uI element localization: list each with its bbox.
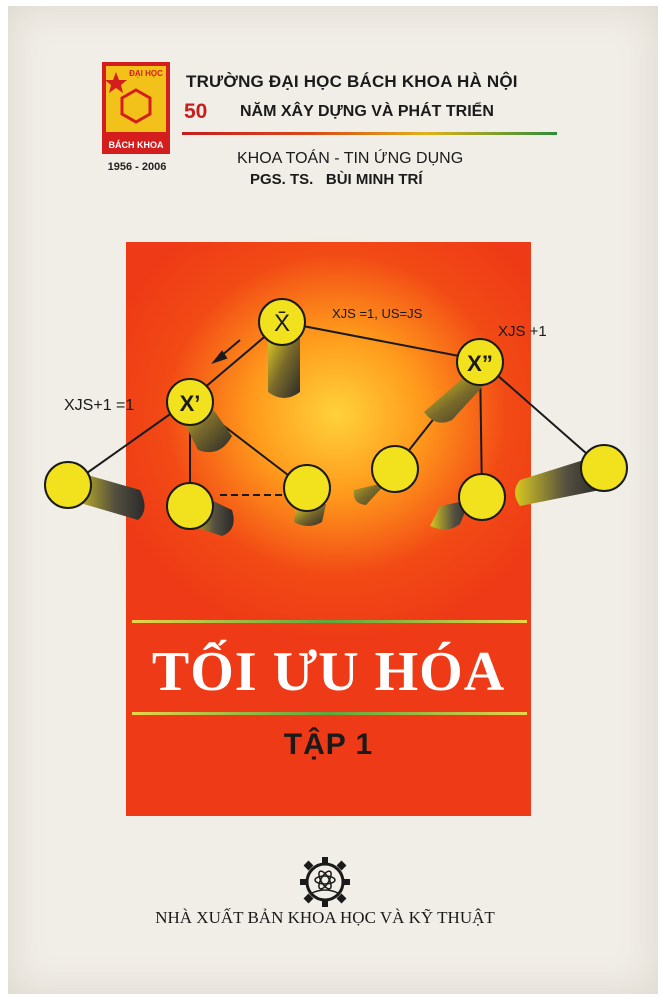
right-node-label: X” — [467, 351, 493, 376]
publisher-gear-icon — [300, 857, 350, 907]
logo-years: 1956 - 2006 — [107, 161, 167, 173]
anniversary-text: NĂM XÂY DỰNG VÀ PHÁT TRIỂN — [240, 103, 494, 120]
tree-nodes — [44, 298, 628, 530]
left-node-label: X’ — [180, 391, 201, 416]
left-edge-label: XJS+1 =1 — [64, 397, 134, 414]
bach-khoa-logo: ĐẠI HỌC BÁCH KHOA — [102, 62, 170, 154]
author-title: PGS. TS. — [250, 171, 314, 188]
root-node-label: X̄ — [274, 310, 290, 337]
volume-label: TẬP 1 — [283, 728, 374, 761]
right-edge-label: XJS +1 — [498, 323, 547, 340]
header-divider — [182, 132, 557, 135]
logo-text-bottom: BÁCH KHOA — [109, 140, 164, 150]
faculty-name: KHOA TOÁN - TIN ỨNG DỤNG — [237, 150, 464, 167]
author-name: BÙI MINH TRÍ — [325, 171, 423, 188]
anniversary-number: 50 — [184, 100, 208, 123]
title-rule-bottom — [132, 712, 527, 715]
logo-text-top: ĐẠI HỌC — [129, 69, 163, 78]
publisher-name: NHÀ XUẤT BẢN KHOA HỌC VÀ KỸ THUẬT — [155, 908, 495, 927]
node-cylinders — [70, 330, 600, 536]
top-edge-label: XJS =1, US=JS — [332, 306, 423, 321]
title-rule-top — [132, 620, 527, 623]
tree-edges — [69, 321, 604, 505]
book-title: TỐI ƯU HÓA — [151, 641, 506, 703]
university-name: TRƯỜNG ĐẠI HỌC BÁCH KHOA HÀ NỘI — [186, 72, 518, 91]
author: PGS. TS. BÙI MINH TRÍ — [250, 171, 423, 188]
